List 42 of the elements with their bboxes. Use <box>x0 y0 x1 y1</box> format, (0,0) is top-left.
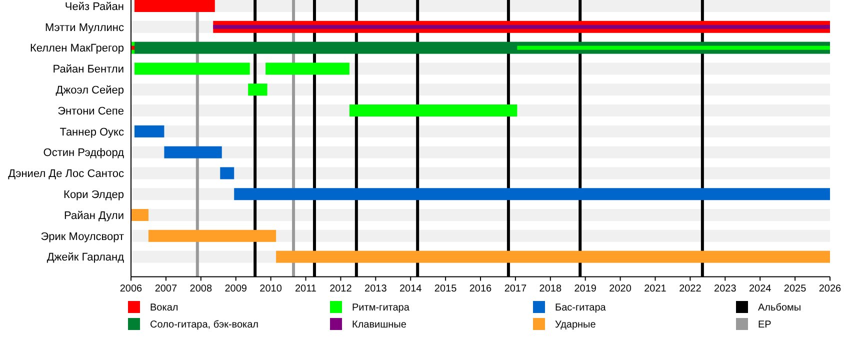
x-tick-label: 2014 <box>399 284 422 295</box>
y-tick-label: Райан Бентли <box>52 64 124 76</box>
x-tick-label: 2013 <box>364 284 388 295</box>
legend-label: Вокал <box>150 302 178 314</box>
x-tick-label: 2019 <box>574 284 597 295</box>
x-tick-label: 2009 <box>224 284 248 295</box>
x-tick-label: 2017 <box>504 284 528 295</box>
x-tick-label: 2007 <box>154 284 178 295</box>
y-tick-label: Эрик Моулсворт <box>40 230 124 243</box>
x-tick-label: 2026 <box>818 284 842 295</box>
y-tick-label: Джейк Гарланд <box>46 252 125 264</box>
legend-label: Бас-гитара <box>555 302 606 314</box>
x-tick-label: 2016 <box>469 284 492 295</box>
y-tick-label: Келлен МакГрегор <box>30 42 124 55</box>
x-tick-label: 2012 <box>330 284 352 295</box>
legend-label: Ударные <box>555 320 596 330</box>
x-tick-label: 2021 <box>644 284 667 295</box>
legend-label: Ритм-гитара <box>352 302 410 314</box>
x-tick-label: 2022 <box>679 284 702 295</box>
x-tick-label: 2025 <box>784 284 807 295</box>
y-tick-label: Дэниел Де Лос Сантос <box>8 168 124 180</box>
x-tick-label: 2010 <box>260 284 282 295</box>
y-tick-label: Остин Рэдфорд <box>43 147 125 160</box>
y-tick-label: Таннер Оукс <box>60 126 124 138</box>
legend-label: ЕР <box>758 320 772 330</box>
legend-label: Альбомы <box>758 302 802 314</box>
legend-label: Соло-гитара, бэк-вокал <box>150 320 259 330</box>
x-tick-label: 2024 <box>748 284 772 295</box>
y-tick-label: Энтони Сепе <box>58 105 124 118</box>
y-tick-label: Райан Дули <box>64 210 124 222</box>
y-tick-label: Джоэл Сейер <box>56 84 124 96</box>
y-tick-label: Чейз Райан <box>64 0 124 13</box>
legend-label: Клавишные <box>352 320 407 330</box>
x-tick-label: 2015 <box>434 284 458 295</box>
x-tick-label: 2018 <box>539 284 562 295</box>
x-tick-label: 2023 <box>714 284 737 295</box>
x-tick-label: 2008 <box>190 284 212 295</box>
x-tick-label: 2011 <box>294 284 317 295</box>
y-tick-label: Кори Элдер <box>64 188 124 201</box>
x-tick-label: 2006 <box>120 284 143 295</box>
y-tick-label: Мэтти Муллинс <box>44 22 124 34</box>
x-tick-label: 2020 <box>609 284 632 295</box>
